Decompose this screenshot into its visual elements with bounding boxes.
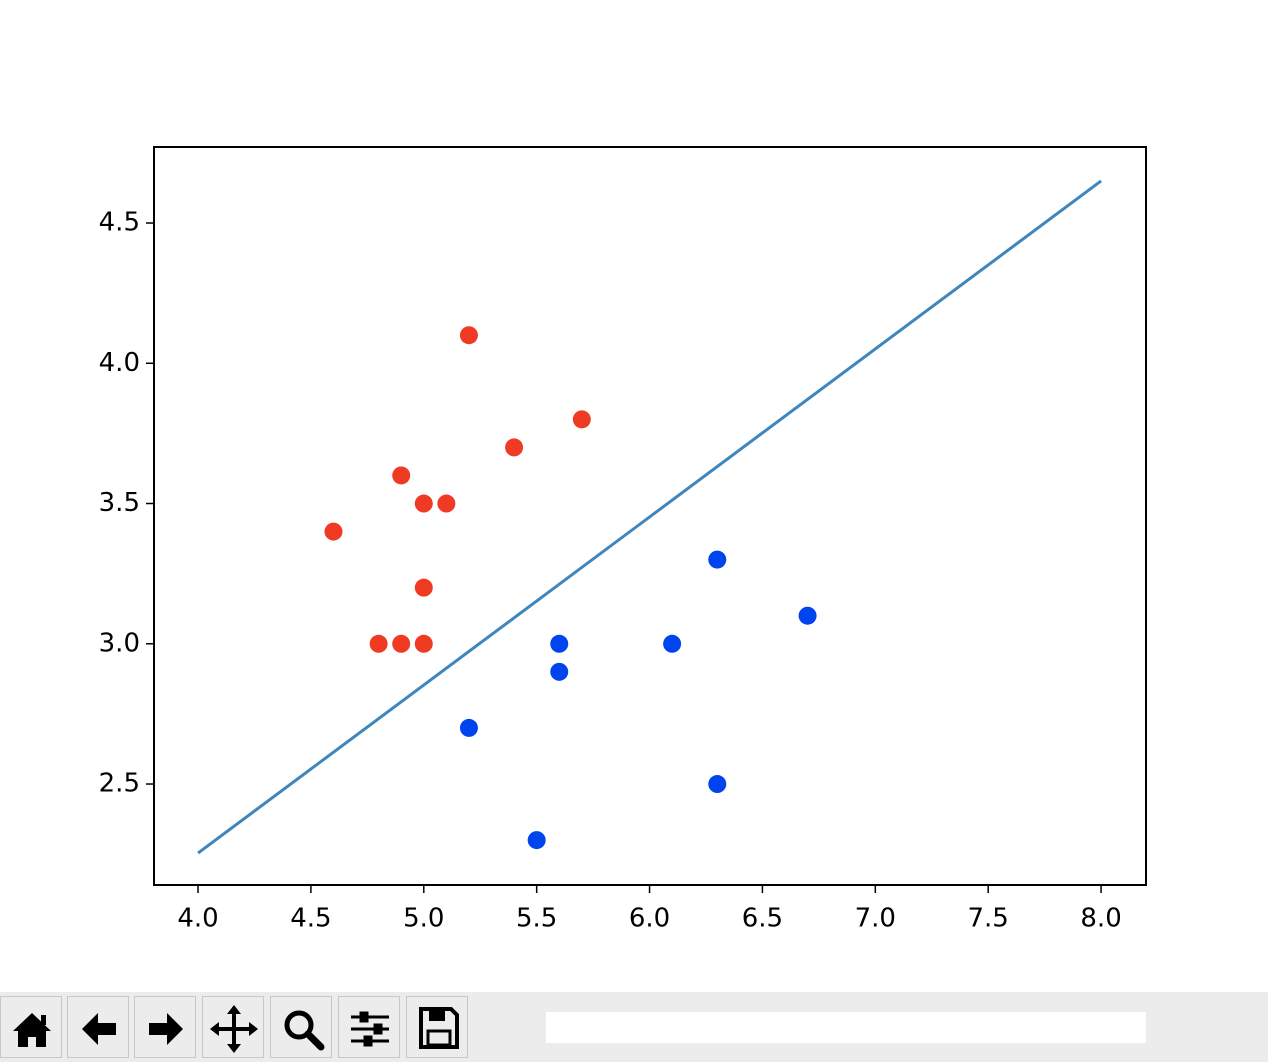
- x-tick-label: 7.0: [855, 904, 896, 934]
- x-tick-label: 5.5: [516, 904, 557, 934]
- save-button[interactable]: [406, 996, 468, 1058]
- forward-button[interactable]: [134, 996, 196, 1058]
- point: [550, 662, 569, 681]
- message-box: [546, 1012, 1146, 1043]
- fit-line: [197, 179, 1102, 855]
- point: [437, 494, 456, 513]
- point: [572, 410, 591, 429]
- point: [414, 494, 433, 513]
- x-tick-label: 4.5: [290, 904, 331, 934]
- y-tick-label: 3.5: [99, 488, 140, 518]
- x-tick-label: 5.0: [403, 904, 444, 934]
- configure-button[interactable]: [338, 996, 400, 1058]
- x-tick-label: 4.0: [177, 904, 218, 934]
- plot-frame: [153, 146, 1147, 886]
- y-tick-label: 2.5: [99, 769, 140, 799]
- point: [369, 634, 388, 653]
- point: [392, 634, 411, 653]
- point: [459, 718, 478, 737]
- toolbar: [0, 992, 1268, 1062]
- x-tick-label: 8.0: [1080, 904, 1121, 934]
- point: [798, 606, 817, 625]
- point: [414, 634, 433, 653]
- point: [324, 522, 343, 541]
- x-tick-label: 6.0: [629, 904, 670, 934]
- point: [708, 775, 727, 794]
- home-button[interactable]: [0, 996, 62, 1058]
- point: [708, 550, 727, 569]
- point: [505, 438, 524, 457]
- point: [550, 634, 569, 653]
- chart: 4.0 4.5 5.0 5.5 6.0 6.5 7.0 7.5 8.0 2.5 3.0 3.5 4.0 4…: [99, 146, 1147, 934]
- y-tick-label: 4.0: [99, 348, 140, 378]
- point: [527, 831, 546, 850]
- x-tick-label: 6.5: [742, 904, 783, 934]
- point: [459, 326, 478, 345]
- point: [392, 466, 411, 485]
- point: [414, 578, 433, 597]
- y-tick-label: 4.5: [99, 208, 140, 238]
- x-tick-label: 7.5: [968, 904, 1009, 934]
- point: [663, 634, 682, 653]
- y-tick-label: 3.0: [99, 628, 140, 658]
- pan-button[interactable]: [202, 996, 264, 1058]
- zoom-button[interactable]: [270, 996, 332, 1058]
- back-button[interactable]: [67, 996, 129, 1058]
